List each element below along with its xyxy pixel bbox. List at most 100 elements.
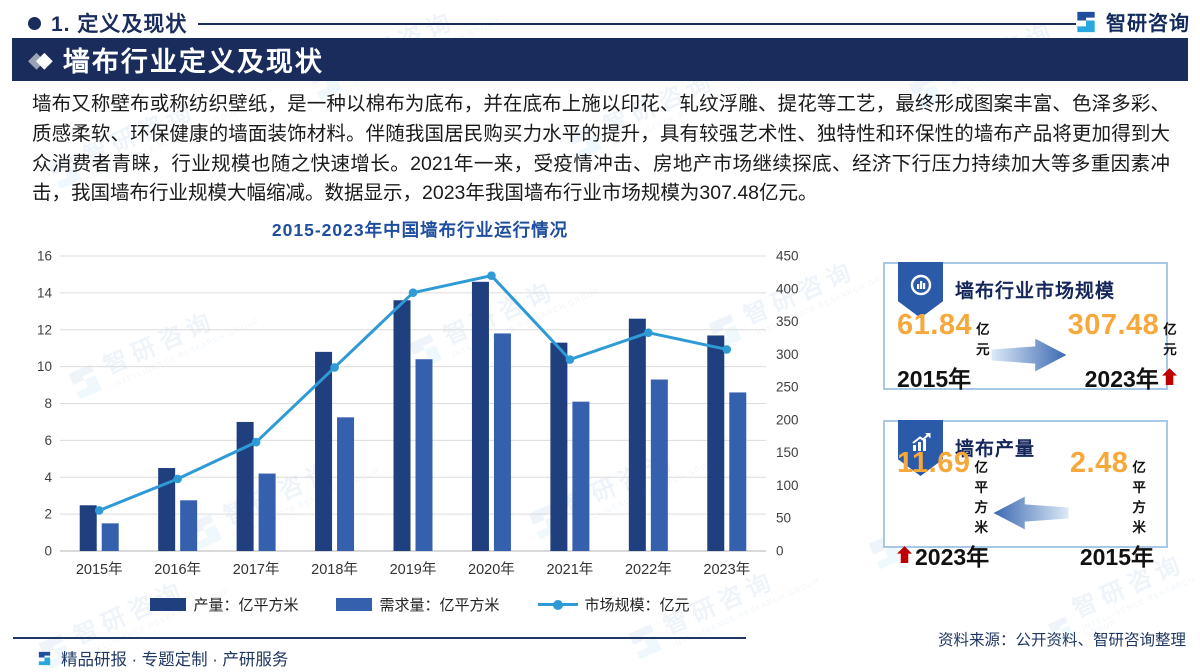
donut-chart-icon — [910, 274, 931, 296]
banner: 墙布行业定义及现状 — [12, 38, 1188, 81]
footer-rule — [13, 637, 746, 639]
legend-label: 产量：亿平方米 — [193, 597, 299, 614]
x-axis-label: 2018年 — [311, 561, 358, 578]
legend-item: 市场规模：亿元 — [537, 594, 690, 615]
legend-item: 产量：亿平方米 — [150, 594, 298, 615]
market-size-point — [644, 328, 653, 337]
bar-production — [315, 351, 333, 551]
footer-tagline-text: 精品研报 · 专题定制 · 产研服务 — [61, 651, 289, 669]
left-axis-tick: 2 — [44, 507, 52, 522]
production-card: 墙布产量 11.69 亿平方米 2023年 — [883, 420, 1168, 570]
zhiyan-logo-icon — [1077, 11, 1095, 32]
card-content: 11.69 亿平方米 2023年 — [885, 447, 1166, 570]
bar-demand — [258, 473, 276, 551]
bar-demand — [493, 333, 511, 551]
footer-tagline: 精品研报 · 专题定制 · 产研服务 — [36, 646, 288, 670]
right-axis-tick: 450 — [776, 249, 799, 264]
bar-demand — [572, 401, 590, 551]
legend-swatch — [336, 598, 373, 611]
market-size-point — [722, 345, 732, 354]
stat-year: 2015年 — [897, 365, 972, 392]
market-size-point — [408, 288, 418, 298]
right-axis-tick: 250 — [776, 380, 799, 395]
bar-production — [79, 505, 97, 551]
intro-paragraph: 墙布又称壁布或称纺织壁纸，是一种以棉布为底布，并在底布上施以印花、轧纹浮雕、提花… — [32, 93, 1170, 205]
brand-logo: 智研咨询 — [1073, 7, 1190, 36]
right-axis-tick: 200 — [776, 412, 799, 427]
market-size-card: 墙布行业市场规模 61.84 亿元 2015年 307.48 — [883, 262, 1177, 392]
legend-label: 需求量：亿平方米 — [379, 597, 500, 614]
legend-item: 需求量：亿平方米 — [336, 594, 500, 615]
x-axis-label: 2021年 — [547, 561, 594, 578]
market-size-point — [487, 271, 496, 280]
left-axis-tick: 6 — [44, 433, 52, 448]
market-size-point — [565, 355, 575, 364]
bar-production — [628, 318, 646, 551]
stat-2015: 61.84 亿元 2015年 — [897, 309, 990, 394]
right-axis-tick: 400 — [776, 281, 799, 296]
stat-value: 2.48 — [1069, 446, 1129, 479]
left-axis-tick: 14 — [37, 285, 53, 300]
legend-swatch — [150, 598, 187, 611]
x-axis-label: 2019年 — [390, 561, 437, 578]
header-rule — [198, 23, 1076, 25]
bar-production — [158, 468, 176, 551]
bar-production — [550, 342, 568, 551]
market-size-point — [173, 474, 182, 484]
market-size-point — [251, 437, 261, 447]
stat-unit: 亿平方米 — [974, 459, 988, 535]
stat-value: 307.48 — [1067, 308, 1160, 341]
section-header: 1. 定义及现状 — [28, 8, 187, 38]
bar-demand — [180, 500, 198, 551]
x-axis-label: 2020年 — [468, 561, 515, 578]
left-axis-tick: 4 — [44, 470, 52, 485]
zhiyan-logo-icon — [38, 651, 51, 665]
bullet-icon — [28, 16, 41, 30]
legend-line-dot — [552, 599, 563, 610]
combo-chart-svg: 0 2 4 6 8 10 12 14 16 0 50 100 150 200 250 300 350 400 450… — [37, 249, 799, 579]
stat-value: 11.69 — [897, 446, 971, 479]
stat-year: 2023年 — [915, 543, 990, 570]
trend-up-icon — [897, 546, 912, 563]
x-axis-label: 2022年 — [625, 561, 672, 578]
bar-chart-up-icon — [911, 433, 930, 451]
stat-year: 2015年 — [1079, 543, 1154, 570]
bar-production — [707, 335, 725, 551]
zhiyan-logo-icon — [628, 624, 662, 660]
bar-demand — [101, 523, 119, 551]
x-axis-label: 2015年 — [76, 561, 123, 578]
x-axis-label: 2017年 — [233, 561, 280, 578]
x-axis-label: 2016年 — [154, 561, 201, 578]
right-axis-tick: 50 — [776, 511, 791, 526]
brand-logo-text: 智研咨询 — [1106, 13, 1190, 35]
market-size-point — [330, 363, 339, 372]
bar-production — [236, 421, 254, 551]
trend-up-icon — [1161, 368, 1177, 385]
arrow-left-icon — [993, 496, 1069, 530]
right-axis-tick: 300 — [776, 347, 799, 362]
source-note: 资料来源：公开资料、智研咨询整理 — [937, 632, 1186, 649]
left-axis-tick: 8 — [44, 396, 52, 411]
bar-production — [393, 300, 411, 551]
stat-2023: 307.48 亿元 2023年 — [1068, 309, 1177, 394]
stat-unit: 亿元 — [976, 321, 990, 357]
card-content: 61.84 亿元 2015年 307.48 亿元 2 — [885, 309, 1177, 392]
card-title: 墙布行业市场规模 — [955, 281, 1116, 302]
arrow-right-icon — [991, 338, 1067, 372]
right-axis-tick: 100 — [776, 478, 799, 493]
bar-production — [471, 281, 489, 551]
left-axis-tick: 16 — [37, 249, 52, 264]
stat-unit: 亿平方米 — [1132, 459, 1146, 535]
right-axis-tick: 350 — [776, 314, 799, 329]
banner-title: 墙布行业定义及现状 — [62, 47, 324, 77]
diamond-icon — [36, 49, 53, 71]
bar-demand — [650, 379, 668, 551]
card-title: 墙布产量 — [955, 439, 1036, 460]
legend-label: 市场规模：亿元 — [584, 597, 690, 614]
x-axis-label: 2023年 — [703, 561, 750, 578]
section-title: 1. 定义及现状 — [51, 13, 188, 36]
combo-chart: 0 2 4 6 8 10 12 14 16 0 50 100 150 200 250 300 350 400 450… — [30, 242, 810, 590]
stat-value: 61.84 — [897, 308, 973, 341]
chart-legend: 产量：亿平方米 需求量：亿平方米 市场规模：亿元 — [30, 594, 810, 615]
